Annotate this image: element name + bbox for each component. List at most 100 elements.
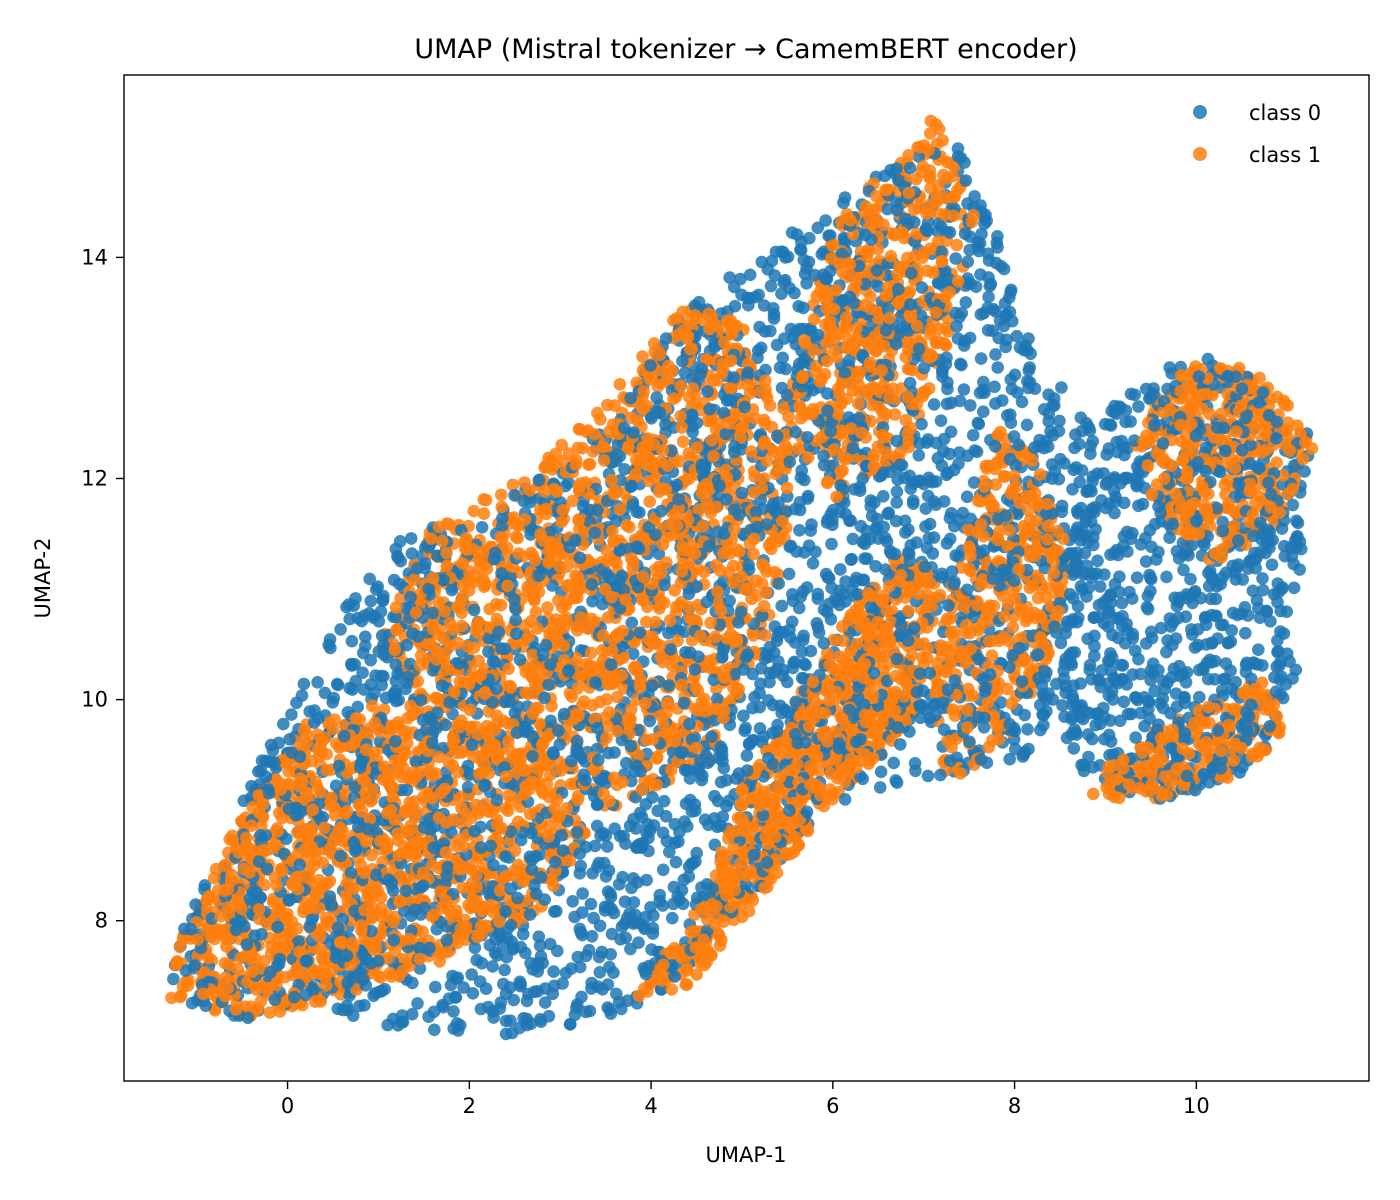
scatter-point-class-0 (466, 987, 480, 1000)
scatter-point-class-0 (1103, 418, 1117, 431)
scatter-point-class-0 (957, 383, 971, 396)
scatter-point-class-0 (498, 963, 511, 977)
scatter-point-class-0 (793, 524, 806, 537)
scatter-point-class-0 (576, 887, 589, 900)
scatter-point-class-0 (343, 612, 357, 626)
scatter-point-class-0 (457, 981, 470, 994)
scatter-point-class-0 (626, 647, 640, 660)
scatter-point-class-0 (751, 344, 765, 357)
scatter-point-class-0 (889, 774, 902, 787)
scatter-point-class-0 (1088, 611, 1101, 624)
scatter-point-class-0 (499, 850, 512, 863)
scatter-point-class-0 (1252, 643, 1265, 656)
scatter-point-class-0 (1083, 483, 1096, 496)
scatter-point-class-0 (958, 227, 972, 240)
scatter-point-class-0 (921, 769, 935, 783)
scatter-point-class-0 (588, 839, 602, 853)
scatter-point-class-0 (1287, 581, 1301, 595)
scatter-point-class-0 (1156, 692, 1170, 705)
scatter-point-class-1 (494, 488, 508, 502)
scatter-point-class-0 (468, 941, 482, 955)
scatter-point-class-0 (825, 581, 838, 595)
scatter-point-class-0 (1298, 465, 1311, 478)
scatter-point-class-1 (366, 699, 379, 713)
scatter-point-class-0 (330, 677, 344, 691)
scatter-point-class-0 (772, 577, 785, 590)
scatter-point-class-0 (1293, 563, 1306, 576)
scatter-point-class-0 (988, 380, 1001, 394)
scatter-point-class-1 (740, 869, 754, 883)
scatter-point-class-0 (727, 371, 741, 384)
scatter-point-class-1 (328, 713, 341, 726)
scatter-point-class-1 (650, 752, 664, 765)
scatter-point-class-0 (877, 490, 890, 503)
scatter-point-class-1 (733, 545, 746, 558)
scatter-point-class-1 (1296, 452, 1310, 466)
scatter-point-class-0 (890, 485, 904, 499)
scatter-point-class-0 (737, 709, 750, 723)
scatter-point-class-0 (689, 804, 702, 817)
scatter-point-class-0 (1022, 332, 1035, 345)
scatter-point-class-0 (821, 387, 834, 400)
scatter-point-class-0 (764, 279, 778, 293)
scatter-point-class-0 (960, 490, 974, 504)
scatter-point-class-0 (1003, 752, 1016, 766)
scatter-point-class-0 (255, 754, 269, 767)
scatter-point-class-0 (1134, 538, 1148, 551)
scatter-point-class-0 (825, 537, 838, 551)
scatter-point-class-0 (1178, 691, 1191, 704)
scatter-point-class-0 (516, 927, 530, 941)
scatter-point-class-0 (285, 708, 298, 721)
scatter-point-class-0 (728, 299, 742, 313)
scatter-point-class-0 (1132, 400, 1145, 413)
scatter-point-class-0 (683, 793, 697, 807)
scatter-point-class-0 (1020, 418, 1034, 432)
scatter-point-class-0 (1154, 621, 1168, 635)
scatter-point-class-0 (845, 552, 858, 566)
scatter-point-class-1 (583, 458, 597, 471)
scatter-point-class-0 (776, 351, 789, 365)
scatter-point-class-1 (1019, 614, 1033, 628)
scatter-point-class-0 (915, 281, 929, 294)
scatter-point-class-0 (363, 572, 377, 586)
scatter-point-class-0 (982, 290, 995, 304)
scatter-point-class-1 (780, 481, 794, 495)
scatter-point-class-1 (801, 451, 815, 464)
scatter-point-class-0 (1022, 364, 1036, 377)
scatter-point-class-0 (912, 449, 926, 462)
scatter-point-class-0 (1179, 676, 1193, 689)
scatter-point-class-1 (932, 122, 946, 136)
scatter-point-class-0 (834, 563, 847, 576)
scatter-point-class-0 (381, 1018, 394, 1032)
scatter-point-class-0 (526, 730, 540, 744)
scatter-point-class-0 (915, 417, 928, 431)
scatter-point-class-1 (584, 646, 598, 660)
scatter-point-class-0 (720, 799, 733, 813)
scatter-point-class-0 (618, 463, 631, 476)
scatter-point-class-0 (1056, 699, 1069, 712)
scatter-point-class-0 (635, 811, 649, 824)
scatter-point-class-1 (769, 467, 782, 481)
scatter-point-class-0 (1265, 558, 1279, 571)
scatter-point-class-0 (272, 736, 286, 750)
scatter-point-class-0 (846, 532, 860, 546)
scatter-point-class-1 (679, 978, 693, 991)
scatter-point-class-0 (405, 547, 419, 560)
scatter-point-class-0 (952, 513, 966, 527)
scatter-point-class-0 (954, 357, 967, 371)
scatter-point-class-0 (295, 689, 309, 702)
scatter-point-class-1 (640, 615, 653, 629)
scatter-point-class-0 (1128, 644, 1142, 657)
scatter-point-class-0 (526, 750, 539, 763)
scatter-point-class-0 (887, 756, 900, 770)
scatter-point-class-0 (910, 536, 923, 549)
scatter-point-class-1 (676, 435, 690, 449)
scatter-point-class-0 (923, 517, 937, 531)
chart-title: UMAP (Mistral tokenizer → CamemBERT enco… (414, 34, 1077, 65)
scatter-point-class-0 (811, 221, 825, 235)
scatter-point-class-0 (1148, 684, 1161, 698)
scatter-point-class-1 (962, 562, 976, 575)
scatter-point-class-0 (970, 445, 984, 459)
scatter-point-class-0 (1256, 572, 1269, 585)
